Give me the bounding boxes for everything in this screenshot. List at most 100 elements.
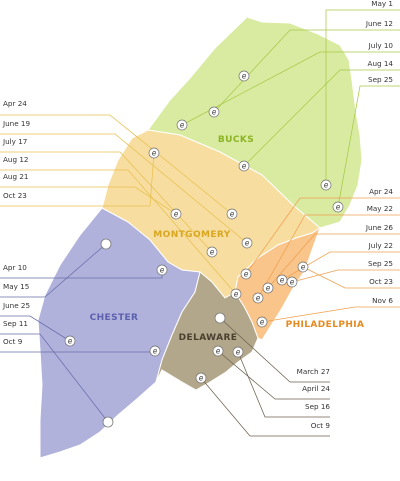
chester-event-marker-icon: e (156, 264, 168, 276)
delaware-date-label: April 24 (302, 384, 330, 393)
svg-text:e: e (160, 266, 165, 275)
philadelphia-event-marker-icon: e (262, 282, 274, 294)
chester-leader-line (0, 315, 71, 342)
philadelphia-leader-line (267, 233, 400, 289)
chester-date-label: Oct 9 (3, 337, 23, 346)
montgomery-event-marker-icon: e (241, 237, 253, 249)
chester-event-marker-icon: e (64, 335, 76, 347)
montgomery-leader-line (0, 133, 248, 244)
bucks-event-marker-icon: e (208, 106, 220, 118)
delaware-county-label: DELAWARE (179, 333, 238, 343)
svg-text:e: e (68, 337, 73, 346)
svg-text:e: e (212, 108, 217, 117)
svg-text:e: e (244, 270, 249, 279)
bucks-date-label: Sep 25 (368, 75, 393, 84)
montgomery-event-marker-icon: e (170, 208, 182, 220)
bucks-county-label: BUCKS (218, 135, 254, 145)
bucks-leader-line (213, 29, 400, 113)
philadelphia-date-label: Nov 6 (372, 296, 393, 305)
svg-text:e: e (210, 248, 215, 257)
svg-text:e: e (245, 239, 250, 248)
svg-text:e: e (242, 162, 247, 171)
chester-date-label: Apr 10 (3, 263, 27, 272)
montgomery-date-label: Apr 24 (3, 99, 27, 108)
montgomery-leader-line (0, 152, 155, 207)
chester-date-label: Sep 11 (3, 319, 28, 328)
svg-text:e: e (153, 347, 158, 356)
svg-text:e: e (324, 181, 329, 190)
montgomery-event-marker-icon: e (230, 288, 242, 300)
bucks-leader-line (243, 69, 400, 167)
delaware-event-marker-icon: e (195, 372, 207, 384)
chester-endpoint-dot (102, 416, 114, 428)
svg-text:e: e (174, 210, 179, 219)
philadelphia-leader-line (302, 266, 400, 289)
chester-leader-line (0, 333, 109, 423)
montgomery-event-marker-icon: e (148, 147, 160, 159)
bucks-leader-line (337, 85, 400, 208)
philadelphia-event-marker-icon: e (276, 274, 288, 286)
philadelphia-event-marker-icon: e (252, 292, 264, 304)
montgomery-leader-line (0, 114, 233, 215)
delaware-date-label: Sep 16 (305, 402, 330, 411)
montgomery-leader-line (0, 169, 237, 295)
montgomery-event-marker-icon: e (206, 246, 218, 258)
svg-text:e: e (230, 210, 235, 219)
philadelphia-leader-line (281, 251, 400, 281)
philadelphia-date-label: Sep 25 (368, 259, 393, 268)
bucks-date-label: Aug 14 (368, 59, 394, 68)
philadelphia-leader-line (257, 214, 400, 299)
bucks-event-marker-icon: e (320, 179, 332, 191)
bucks-event-marker-icon: e (238, 160, 250, 172)
bucks-event-marker-icon: e (176, 119, 188, 131)
chester-date-label: June 25 (2, 301, 30, 310)
svg-text:e: e (280, 276, 285, 285)
philadelphia-event-marker-icon: e (297, 261, 309, 273)
montgomery-date-label: Aug 12 (3, 155, 28, 164)
bucks-date-label: July 10 (368, 41, 394, 50)
delaware-endpoint-dot (214, 312, 226, 324)
philadelphia-event-marker-icon: e (286, 276, 298, 288)
bucks-date-label: June 12 (365, 19, 393, 28)
svg-text:e: e (236, 348, 241, 357)
philadelphia-county-label: PHILADELPHIA (286, 320, 365, 330)
svg-text:e: e (199, 374, 204, 383)
delaware-date-label: March 27 (297, 367, 330, 376)
philadelphia-date-label: Oct 23 (369, 277, 393, 286)
montgomery-date-label: Oct 23 (3, 191, 27, 200)
chester-county-label: CHESTER (90, 313, 139, 323)
philadelphia-date-label: May 22 (367, 204, 393, 213)
montgomery-date-label: July 17 (2, 137, 27, 146)
bucks-county-region (147, 16, 363, 229)
philadelphia-leader-line (291, 269, 400, 283)
philadelphia-leader-line (245, 197, 400, 275)
philadelphia-date-label: Apr 24 (369, 187, 393, 196)
delaware-event-marker-icon: e (232, 346, 244, 358)
bucks-leader-line (181, 51, 400, 126)
svg-text:e: e (180, 121, 185, 130)
bucks-leader-line (325, 9, 400, 185)
bucks-event-marker-icon: e (332, 201, 344, 213)
svg-text:e: e (256, 294, 261, 303)
svg-text:e: e (266, 284, 271, 293)
delaware-leader-line (217, 350, 330, 400)
montgomery-event-marker-icon: e (226, 208, 238, 220)
delaware-event-marker-icon: e (212, 345, 224, 357)
philadelphia-date-label: July 22 (368, 241, 393, 250)
montgomery-date-label: June 19 (2, 119, 31, 128)
chester-date-label: May 15 (3, 282, 29, 291)
svg-text:e: e (301, 263, 306, 272)
delaware-date-label: Oct 9 (311, 421, 331, 430)
montgomery-leader-line (0, 186, 177, 215)
chester-leader-line (0, 243, 107, 298)
svg-text:e: e (152, 149, 157, 158)
svg-text:e: e (290, 278, 295, 287)
delaware-leader-line (219, 317, 330, 383)
philadelphia-event-marker-icon: e (240, 268, 252, 280)
delaware-leader-line (237, 351, 330, 418)
bucks-event-marker-icon: e (238, 70, 250, 82)
svg-text:e: e (234, 290, 239, 299)
delaware-leader-line (200, 377, 330, 437)
philadelphia-date-label: June 26 (365, 223, 394, 232)
